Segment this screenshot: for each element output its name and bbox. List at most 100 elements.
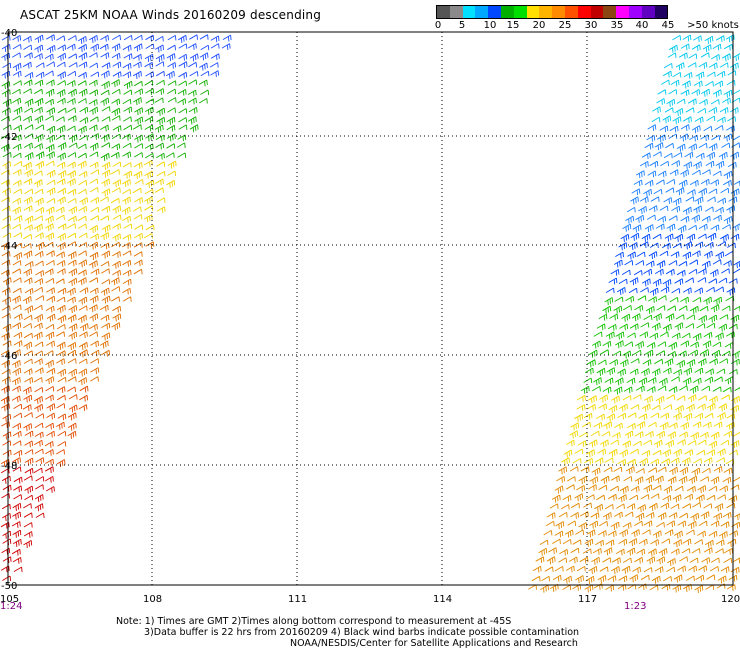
wind-barb xyxy=(121,206,131,215)
wind-barb xyxy=(34,133,44,142)
wind-barb xyxy=(723,170,733,179)
wind-barb xyxy=(640,368,650,377)
wind-barb xyxy=(570,547,580,554)
wind-barb xyxy=(2,484,12,492)
wind-barb xyxy=(56,251,65,259)
wind-barb xyxy=(79,106,89,114)
wind-barb xyxy=(622,350,632,359)
wind-barb xyxy=(13,161,23,167)
wind-barb xyxy=(680,422,690,431)
wind-barb xyxy=(682,251,692,260)
wind-barb xyxy=(79,197,89,206)
wind-barb xyxy=(593,377,602,386)
wind-barb xyxy=(79,287,89,294)
wind-barb xyxy=(1,107,11,116)
wind-barb xyxy=(593,422,603,429)
wind-barb xyxy=(35,295,45,301)
legend-swatch xyxy=(475,6,489,18)
wind-barb xyxy=(717,575,727,584)
wind-barb xyxy=(66,296,76,304)
legend-swatch xyxy=(577,6,591,18)
wind-barb xyxy=(614,377,624,386)
wind-barb xyxy=(726,502,736,509)
wind-barb xyxy=(133,43,143,52)
wind-barb xyxy=(697,485,707,494)
wind-barb xyxy=(34,396,43,405)
wind-barb xyxy=(77,215,87,222)
wind-barb xyxy=(155,178,164,186)
wind-barb xyxy=(662,323,672,332)
wind-barb xyxy=(12,115,22,121)
wind-barb xyxy=(716,412,726,421)
wind-barb xyxy=(101,279,111,285)
wind-barb xyxy=(99,196,109,202)
wind-barb xyxy=(122,250,132,256)
wind-barb xyxy=(22,386,32,395)
wind-barb xyxy=(693,80,703,88)
wind-barb xyxy=(723,557,733,564)
wind-barb xyxy=(56,89,66,98)
wind-barb xyxy=(56,35,66,41)
wind-barb xyxy=(663,197,673,204)
wind-barb xyxy=(722,97,731,105)
wind-barb xyxy=(57,80,66,86)
wind-barb xyxy=(45,305,55,313)
wind-barb xyxy=(122,259,132,267)
wind-barb xyxy=(732,268,740,274)
wind-barb xyxy=(631,188,641,196)
wind-barb xyxy=(556,476,566,483)
wind-barb xyxy=(714,503,724,512)
wind-barb xyxy=(660,286,670,294)
wind-barb xyxy=(663,404,673,410)
wind-barb xyxy=(706,494,716,501)
wind-barb xyxy=(730,566,740,574)
wind-barb xyxy=(78,188,87,195)
wind-barb xyxy=(100,89,110,96)
wind-barb xyxy=(660,160,670,167)
wind-barb xyxy=(0,143,10,152)
wind-barb xyxy=(618,575,628,583)
map-grid xyxy=(7,31,734,586)
wind-barb xyxy=(698,565,708,573)
wind-barb xyxy=(112,251,121,258)
swath-time-label: 1:24 xyxy=(0,601,22,612)
wind-barb xyxy=(46,430,55,438)
wind-barb xyxy=(111,296,120,302)
wind-barb xyxy=(538,547,548,556)
wind-barb xyxy=(569,430,579,439)
wind-barb xyxy=(654,142,664,151)
wind-barb xyxy=(156,152,165,160)
wind-barb xyxy=(89,287,99,295)
wind-barb xyxy=(626,332,636,338)
wind-barb xyxy=(45,160,55,167)
wind-barb xyxy=(714,125,724,131)
wind-barb xyxy=(712,341,722,348)
wind-barb xyxy=(46,179,56,186)
wind-barb xyxy=(685,529,695,535)
wind-barb xyxy=(35,413,45,419)
wind-barb xyxy=(717,494,726,500)
wind-barb xyxy=(101,349,111,357)
wind-barb xyxy=(56,61,66,68)
wind-barb xyxy=(688,475,698,484)
legend-tick: 40 xyxy=(635,20,649,31)
wind-barb xyxy=(709,395,718,404)
wind-barb xyxy=(56,341,66,350)
wind-barb xyxy=(614,422,623,430)
wind-barb xyxy=(645,260,655,268)
wind-barb xyxy=(189,71,199,77)
wind-barb xyxy=(79,135,88,141)
wind-barb xyxy=(178,124,188,130)
wind-barb xyxy=(720,521,730,529)
wind-barb xyxy=(12,169,22,176)
wind-barb xyxy=(55,134,65,141)
wind-barb xyxy=(687,440,697,446)
wind-barb xyxy=(576,404,586,411)
wind-barb xyxy=(718,323,728,332)
wind-barb xyxy=(682,538,692,546)
wind-barb xyxy=(23,178,33,186)
wind-barb xyxy=(88,260,98,269)
wind-barb xyxy=(625,215,635,224)
wind-barb xyxy=(67,107,76,113)
wind-barb xyxy=(122,142,132,149)
